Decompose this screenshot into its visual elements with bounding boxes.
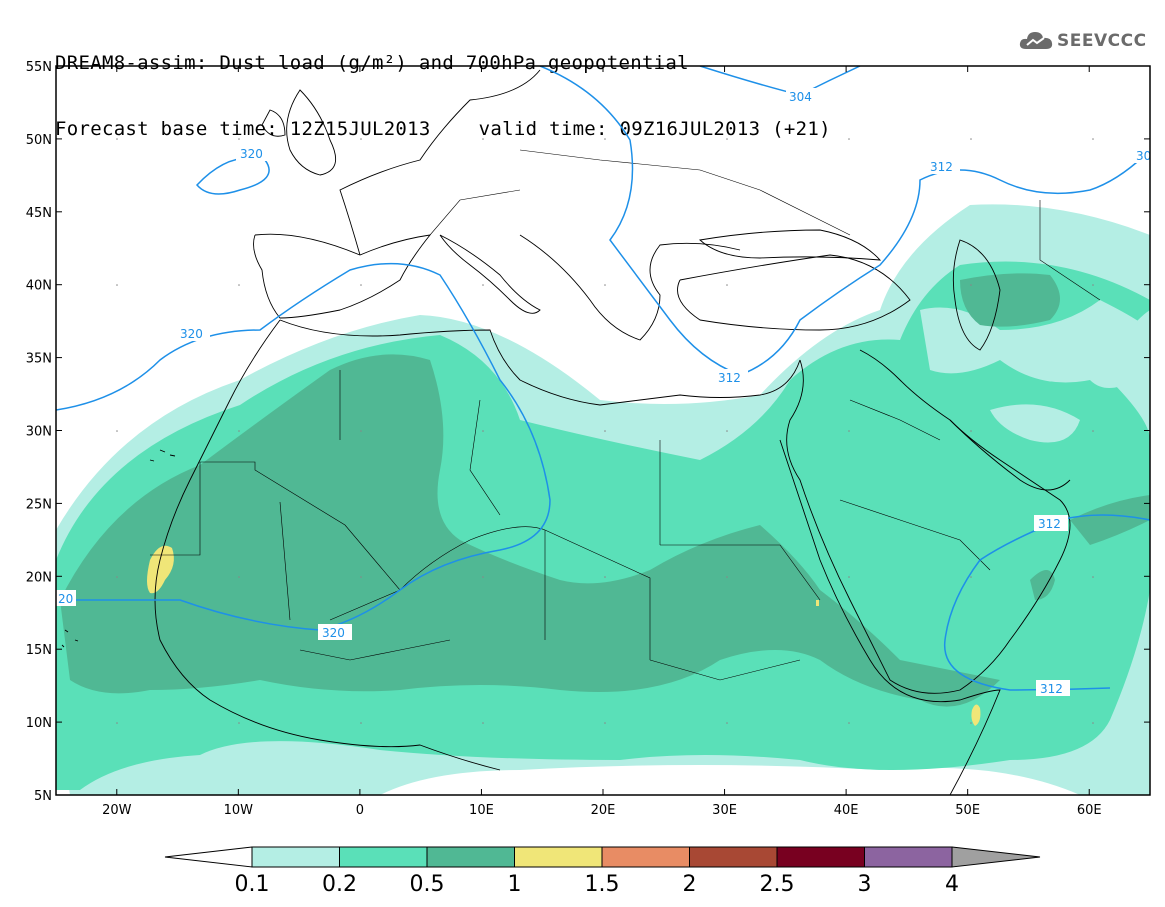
- lat-label: 30N: [26, 425, 52, 440]
- lon-label: 0: [356, 803, 364, 818]
- colorbar-over-triangle: [951, 846, 1041, 868]
- dust-patch-0.1-zagros: [990, 404, 1080, 443]
- colorbar-label: 0.1: [235, 872, 270, 897]
- contour-label: 304: [789, 90, 812, 104]
- lon-label: 20E: [591, 803, 616, 818]
- colorbar-label: 4: [945, 872, 959, 897]
- dust-patch-0.5-gulf: [1070, 495, 1150, 545]
- colorbar-segment: [601, 846, 690, 868]
- dust-spot-1-somalia: [971, 704, 981, 726]
- dust-patch-0.5-arabia: [1030, 570, 1055, 600]
- contour-label: 312: [1040, 682, 1063, 696]
- lat-label: 35N: [26, 352, 52, 367]
- lat-label: 40N: [26, 279, 52, 294]
- lon-label: 50E: [955, 803, 980, 818]
- colorbar-label: 0.2: [322, 872, 357, 897]
- coastlines: [61, 69, 1071, 795]
- colorbar-label: 1: [508, 872, 522, 897]
- lon-label: 20W: [102, 803, 132, 818]
- lon-label: 10E: [469, 803, 494, 818]
- colorbar-segment: [251, 846, 340, 868]
- lat-label: 10N: [26, 716, 52, 731]
- lat-label: 50N: [26, 133, 52, 148]
- contour-label: 320: [322, 626, 345, 640]
- longitude-axis: 20W 10W 0 10E 20E 30E 40E 50E 60E: [102, 66, 1102, 818]
- colorbar-segment: [689, 846, 778, 868]
- contour-label: 320: [180, 327, 203, 341]
- lat-label: 55N: [26, 60, 52, 75]
- colorbar-label: 3: [858, 872, 872, 897]
- colorbar-segment: [426, 846, 515, 868]
- lon-label: 30E: [712, 803, 737, 818]
- cloud-icon: [1019, 32, 1053, 49]
- dust-patch-0.5-caspian: [960, 273, 1060, 327]
- lat-label: 25N: [26, 497, 52, 512]
- colorbar-segment: [339, 846, 428, 868]
- lat-label: 15N: [26, 643, 52, 658]
- graticule: [116, 138, 1094, 724]
- lon-label: 40E: [834, 803, 859, 818]
- colorbar-label: 1.5: [585, 872, 620, 897]
- colorbar: 0.1 0.2 0.5 1 1.5 2 2.5 3 4: [164, 846, 1041, 897]
- country-borders: [150, 149, 1101, 681]
- dust-field: [56, 204, 1150, 795]
- contour-label: 320: [240, 147, 263, 161]
- lat-label: 45N: [26, 206, 52, 221]
- dust-spot-1-sudan: [816, 600, 819, 606]
- colorbar-under-triangle: [164, 846, 253, 868]
- seevccc-logo: SEEVCCC: [1018, 28, 1147, 54]
- valid-time-text: valid time: 09Z16JUL2013 (+21): [478, 118, 831, 140]
- map-frame-content: 304 320 312 30 320 312 312 20 320 312: [56, 66, 1151, 795]
- dust-spot-1-mauritania: [147, 545, 174, 594]
- colorbar-label: 2.5: [760, 872, 795, 897]
- base-time-text: Forecast base time: 12Z15JUL2013: [55, 118, 431, 140]
- dust-band-0.5: [60, 354, 1000, 707]
- contour-labels: 304 320 312 30 320 312 312 20 320 312: [56, 88, 1151, 696]
- contour-label: 312: [1038, 517, 1061, 531]
- contour-label: 30: [1136, 149, 1151, 163]
- logo-text: SEEVCCC: [1057, 31, 1147, 51]
- title-line-2: Forecast base time: 12Z15JUL2013 valid ti…: [55, 118, 831, 140]
- colorbar-label: 2: [683, 872, 697, 897]
- latitude-axis: 55N 50N 45N 40N 35N 30N 25N 20N 15N 10N 5N: [26, 60, 1150, 804]
- lon-label: 60E: [1077, 803, 1102, 818]
- colorbar-label: 0.5: [410, 872, 445, 897]
- contour-label: 20: [58, 592, 73, 606]
- lat-label: 5N: [34, 789, 52, 804]
- contour-label: 312: [930, 160, 953, 174]
- contour-label: 312: [718, 371, 741, 385]
- lat-label: 20N: [26, 570, 52, 585]
- lon-label: 10W: [224, 803, 254, 818]
- title-line-1: DREAM8-assim: Dust load (g/m²) and 700hP…: [55, 52, 689, 74]
- colorbar-segment: [776, 846, 865, 868]
- map-title: DREAM8-assim: Dust load (g/m²) and 700hP…: [55, 8, 831, 162]
- colorbar-segment: [864, 846, 953, 868]
- colorbar-segment: [514, 846, 603, 868]
